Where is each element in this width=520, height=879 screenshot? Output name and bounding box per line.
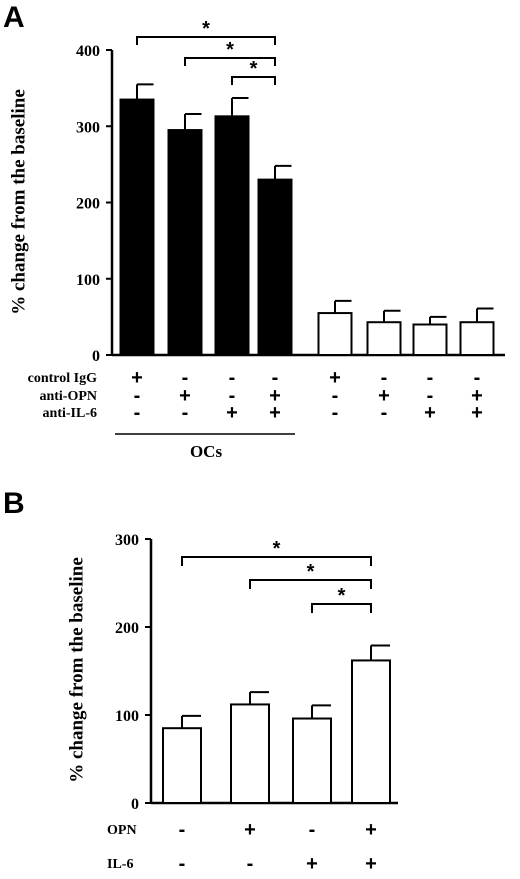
panel-a-condition-sign: + [269, 385, 281, 407]
panel-a-condition-sign: - [229, 385, 236, 407]
panel-a-condition-sign: - [381, 367, 388, 389]
panel-a-condition-label: control IgG [28, 371, 97, 386]
panel-a-condition-sign: - [332, 385, 339, 407]
panel-a-y-tick-label: 300 [76, 119, 100, 136]
panel-b-y-tick-label: 300 [115, 532, 139, 549]
panel-b-bar [351, 659, 391, 804]
panel-a-bar [214, 115, 250, 357]
panel-a-condition-sign: - [182, 367, 189, 389]
panel-a-bar [257, 178, 293, 356]
panel-b-bar [292, 717, 332, 805]
panel-a-condition-sign: + [131, 367, 143, 389]
panel-a-significance-star: * [250, 58, 258, 80]
panel-a-condition-sign: - [427, 367, 434, 389]
panel-a-significance-bracket [231, 76, 276, 85]
panel-b-bar [162, 727, 202, 805]
panel-b-y-tick-label: 0 [131, 796, 139, 813]
panel-a-y-tick-label: 400 [76, 43, 100, 60]
panel-b-condition-sign: - [179, 853, 186, 875]
panel-a-condition-sign: - [134, 385, 141, 407]
panel-a-condition-sign: + [471, 385, 483, 407]
panel-b-condition-sign: + [365, 819, 377, 841]
panel-a-group-label: OCs [190, 442, 223, 461]
panel-a-y-axis-label: % change from the baseline [8, 89, 29, 315]
panel-b-significance-bracket [249, 579, 372, 589]
panel-a-condition-sign: - [474, 367, 481, 389]
panel-a-condition-sign: + [179, 385, 191, 407]
panel-b-bar [230, 703, 270, 804]
panel-a-bar [167, 129, 203, 356]
panel-b-condition-sign: - [179, 819, 186, 841]
panel-a-y-tick-label: 200 [76, 196, 100, 213]
panel-a-condition-sign: - [332, 402, 339, 424]
panel-b-y-axis-label: % change from the baseline [66, 557, 87, 783]
panel-a-significance-star: * [202, 18, 210, 40]
panel-a-bar [412, 323, 448, 356]
panel-b-condition-sign: + [306, 853, 318, 875]
panel-b-significance-bracket [311, 603, 372, 613]
panel-label-b: B [3, 487, 25, 520]
panel-a-condition-sign: - [229, 367, 236, 389]
panel-a-y-tick-label: 0 [92, 348, 100, 365]
panel-a-condition-sign: - [427, 385, 434, 407]
panel-a-bar [119, 98, 155, 356]
panel-b-condition-sign: - [247, 853, 254, 875]
panel-a-significance-bracket [136, 36, 276, 45]
panel-a-condition-sign: + [378, 385, 390, 407]
panel-a-condition-sign: + [329, 367, 341, 389]
panel-a-bar [317, 312, 353, 356]
panel-a-y-tick-label: 100 [76, 272, 100, 289]
panel-b-significance-bracket [181, 556, 372, 566]
panel-a-condition-label: anti-OPN [39, 389, 97, 404]
panel-b-y-tick-label: 200 [115, 620, 139, 637]
panel-b-condition-label: IL-6 [107, 857, 133, 872]
panel-a-condition-sign: + [471, 402, 483, 424]
panel-a-condition-sign: + [424, 402, 436, 424]
panel-a-condition-sign: - [381, 402, 388, 424]
panel-b-significance-star: * [307, 561, 315, 583]
panel-b-significance-star: * [338, 585, 346, 607]
panel-a-significance-bracket [184, 57, 276, 66]
panel-a-condition-sign: + [226, 402, 238, 424]
panel-b-condition-label: OPN [107, 823, 137, 838]
panel-a-bar [366, 321, 402, 356]
panel-b-y-tick-label: 100 [115, 708, 139, 725]
panel-a-condition-sign: - [134, 402, 141, 424]
panel-a-condition-sign: - [272, 367, 279, 389]
panel-a-bar [459, 321, 495, 356]
panel-b-condition-sign: + [244, 819, 256, 841]
panel-a-condition-sign: - [182, 402, 189, 424]
panel-b-condition-sign: - [309, 819, 316, 841]
panel-a-condition-sign: + [269, 402, 281, 424]
panel-b-condition-sign: + [365, 853, 377, 875]
panel-b-significance-star: * [273, 538, 281, 560]
panel-a-condition-label: anti-IL-6 [43, 406, 97, 421]
panel-label-a: A [3, 1, 25, 34]
panel-a-significance-star: * [226, 39, 234, 61]
